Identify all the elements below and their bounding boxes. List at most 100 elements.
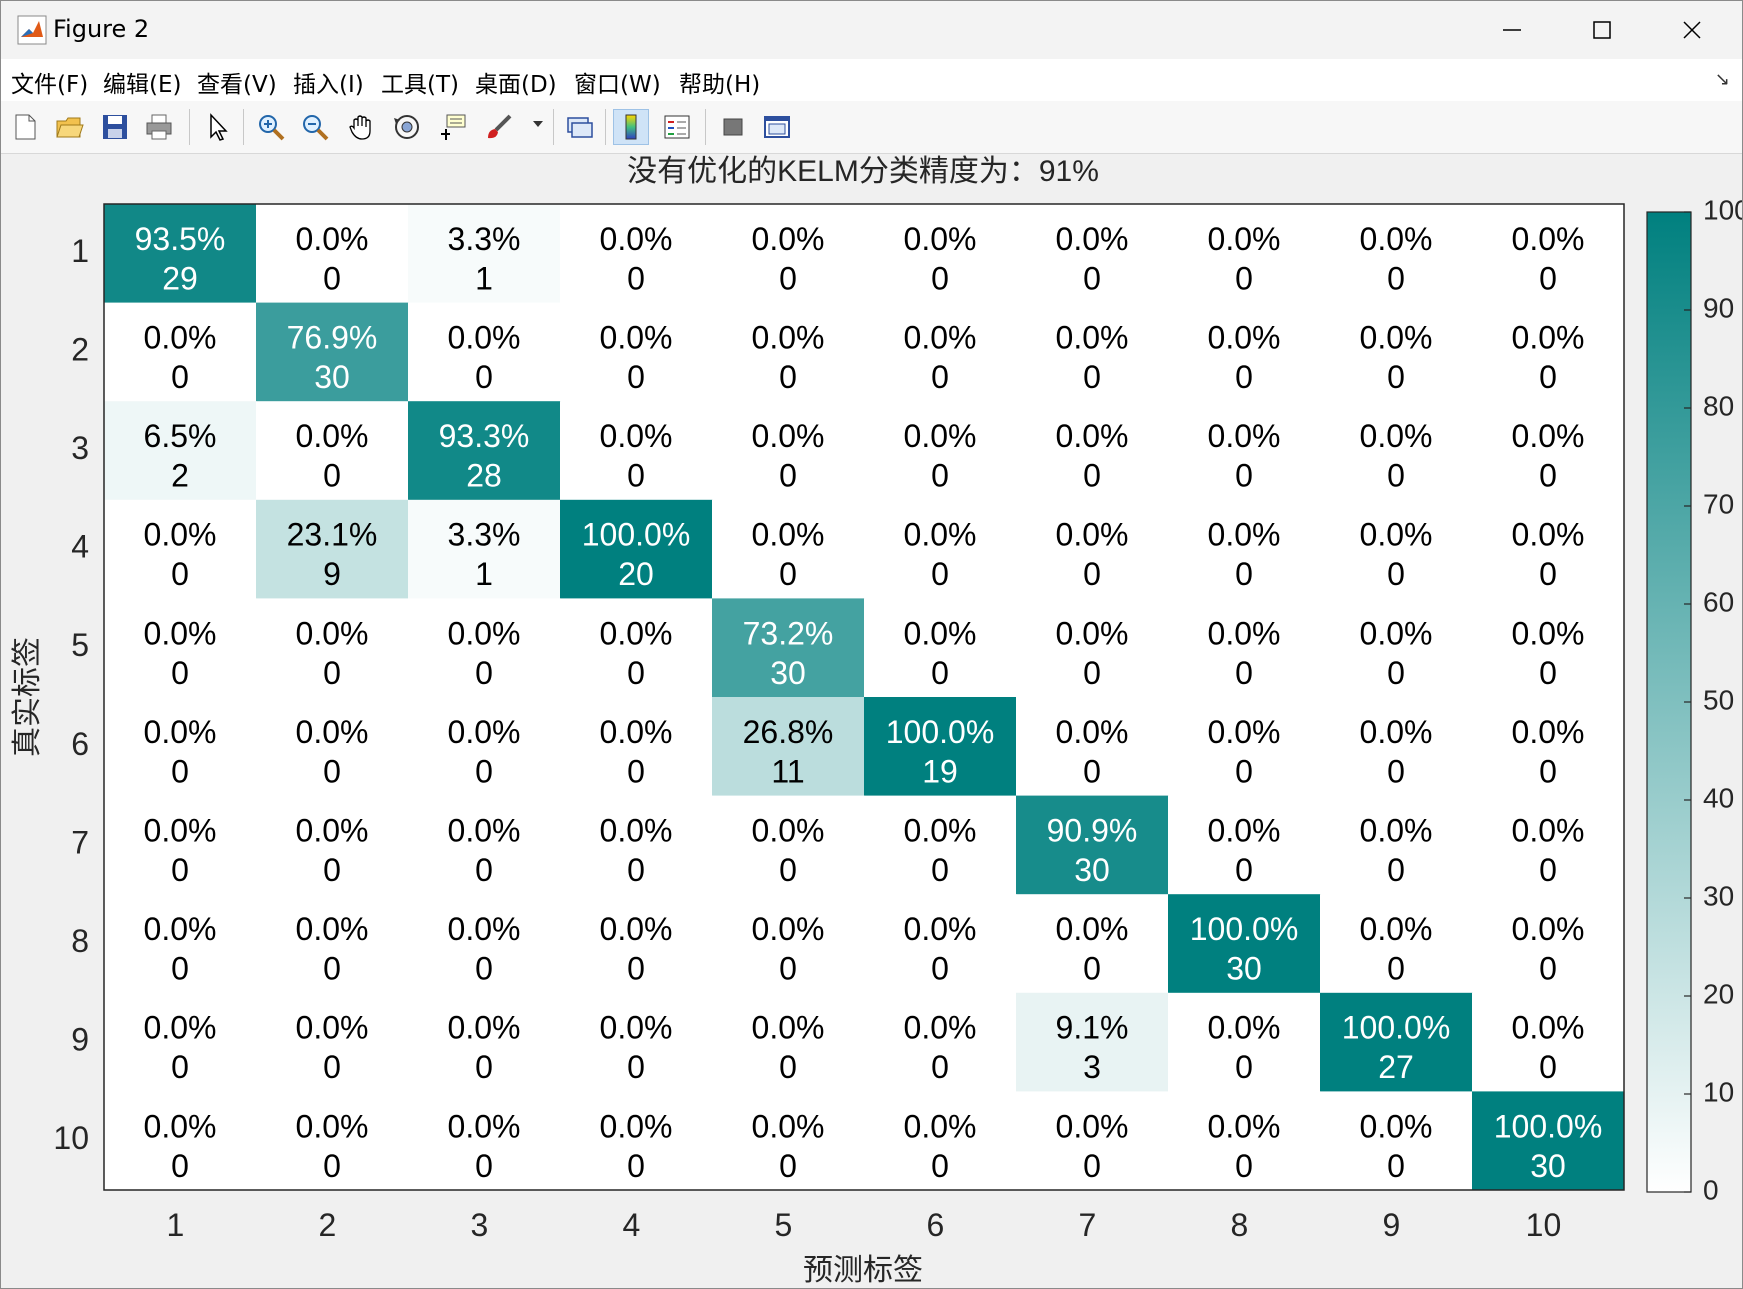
cell-count-label: 0	[171, 753, 189, 789]
heatmap-cell	[1320, 992, 1473, 1092]
link-plot-button[interactable]	[561, 109, 597, 145]
brush-icon	[488, 114, 512, 139]
title-bar[interactable]: Figure 2	[1, 1, 1742, 59]
cell-count-label: 0	[323, 951, 341, 987]
cell-percent-label: 0.0%	[144, 1108, 217, 1144]
cell-count-label: 0	[627, 359, 645, 395]
heatmap-cell	[1016, 499, 1169, 599]
cell-count-label: 0	[1083, 359, 1101, 395]
cell-count-label: 0	[475, 753, 493, 789]
cell-count-label: 0	[1387, 556, 1405, 592]
minimize-button[interactable]	[1467, 1, 1557, 59]
cell-count-label: 0	[1539, 753, 1557, 789]
cell-count-label: 0	[1387, 951, 1405, 987]
legend-button[interactable]	[659, 109, 695, 145]
zoom-out-button[interactable]	[297, 109, 333, 145]
cell-percent-label: 0.0%	[144, 320, 217, 356]
menu-desktop[interactable]: 桌面(D)	[475, 72, 557, 98]
cell-count-label: 0	[779, 260, 797, 296]
cell-percent-label: 0.0%	[1208, 1108, 1281, 1144]
rotate-3d-button[interactable]	[389, 109, 425, 145]
cell-percent-label: 0.0%	[1208, 418, 1281, 454]
heatmap-cells: 93.5%290.0%03.3%10.0%00.0%00.0%00.0%00.0…	[104, 204, 1625, 1191]
heatmap-cell	[104, 992, 257, 1092]
cell-count-label: 0	[1083, 260, 1101, 296]
menu-edit[interactable]: 编辑(E)	[103, 72, 182, 98]
cell-count-label: 0	[1387, 458, 1405, 494]
x-tick-label: 9	[1383, 1207, 1401, 1243]
link-plot-icon	[567, 117, 593, 138]
show-plot-tools-button[interactable]	[759, 109, 795, 145]
cell-count-label: 0	[1235, 852, 1253, 888]
menu-insert[interactable]: 插入(I)	[293, 72, 364, 98]
cell-count-label: 0	[1235, 655, 1253, 691]
cell-percent-label: 0.0%	[144, 517, 217, 553]
cell-count-label: 0	[475, 359, 493, 395]
heatmap-cell	[1472, 302, 1625, 402]
cell-count-label: 0	[1235, 1148, 1253, 1184]
heatmap-cell	[1320, 697, 1473, 797]
heatmap-cell	[104, 697, 257, 797]
cell-percent-label: 0.0%	[752, 911, 825, 947]
heatmap-cell	[864, 992, 1017, 1092]
zoom-in-button[interactable]	[253, 109, 289, 145]
y-tick-label: 10	[53, 1120, 89, 1156]
colorbar-button[interactable]	[613, 109, 649, 145]
cell-percent-label: 0.0%	[1056, 320, 1129, 356]
heatmap-cell	[1472, 499, 1625, 599]
y-tick-label: 2	[71, 331, 89, 367]
pan-button[interactable]	[343, 109, 379, 145]
heatmap-cell	[104, 401, 257, 501]
heatmap-cell	[1472, 1091, 1625, 1191]
hide-plot-tools-button[interactable]	[715, 109, 751, 145]
cell-count-label: 0	[1539, 852, 1557, 888]
matlab-icon	[17, 15, 47, 45]
cell-percent-label: 0.0%	[1208, 517, 1281, 553]
open-file-button[interactable]	[51, 109, 87, 145]
print-icon	[146, 114, 172, 140]
heatmap-cell	[1016, 894, 1169, 994]
brush-dropdown-icon[interactable]	[533, 121, 543, 127]
print-button[interactable]	[141, 109, 177, 145]
heatmap-cell	[1320, 204, 1473, 304]
heatmap-cell	[1320, 598, 1473, 698]
cell-count-label: 0	[627, 852, 645, 888]
heatmap-cell	[560, 401, 713, 501]
cell-percent-label: 0.0%	[904, 911, 977, 947]
cell-count-label: 0	[1539, 556, 1557, 592]
cell-percent-label: 0.0%	[1360, 615, 1433, 651]
save-button[interactable]	[97, 109, 133, 145]
cell-percent-label: 0.0%	[448, 911, 521, 947]
y-tick-label: 6	[71, 726, 89, 762]
maximize-button[interactable]	[1557, 1, 1647, 59]
close-button[interactable]	[1647, 1, 1737, 59]
cell-count-label: 0	[171, 655, 189, 691]
data-cursor-button[interactable]	[435, 109, 471, 145]
x-tick-label: 5	[775, 1207, 793, 1243]
heatmap-cell	[104, 1091, 257, 1191]
brush-button[interactable]	[481, 109, 517, 145]
menu-window[interactable]: 窗口(W)	[574, 72, 661, 98]
colorbar	[1646, 211, 1692, 1193]
menu-tools[interactable]: 工具(T)	[381, 72, 459, 98]
menu-file[interactable]: 文件(F)	[11, 72, 89, 98]
heatmap-cell	[104, 204, 257, 304]
cell-percent-label: 100.0%	[582, 517, 691, 553]
heatmap-cell	[1016, 795, 1169, 895]
cell-percent-label: 73.2%	[743, 615, 834, 651]
heatmap-cell	[1016, 302, 1169, 402]
cell-count-label: 0	[931, 951, 949, 987]
dock-arrow-icon[interactable]: ↘	[1714, 69, 1730, 90]
heatmap-cell	[864, 598, 1017, 698]
menu-help[interactable]: 帮助(H)	[679, 72, 761, 98]
cell-percent-label: 0.0%	[600, 221, 673, 257]
pointer-button[interactable]	[199, 109, 235, 145]
menu-view[interactable]: 查看(V)	[197, 72, 277, 98]
cell-percent-label: 0.0%	[752, 1108, 825, 1144]
new-figure-button[interactable]	[7, 109, 43, 145]
y-tick-label: 7	[71, 824, 89, 860]
data-cursor-icon	[441, 114, 466, 140]
cell-percent-label: 0.0%	[144, 1010, 217, 1046]
cell-percent-label: 0.0%	[904, 813, 977, 849]
heatmap-cell	[408, 697, 561, 797]
